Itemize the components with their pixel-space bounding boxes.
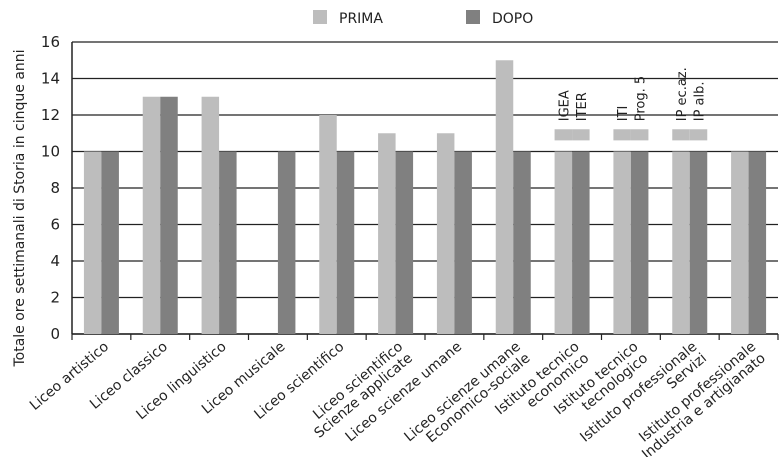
legend-swatch-prima — [313, 10, 327, 24]
bar-prima — [436, 133, 455, 334]
bar-dopo — [748, 151, 767, 334]
sub-bar-marker — [613, 129, 631, 141]
sub-bar-label: Prog. 5 — [634, 76, 649, 121]
sub-bar-label: IP alb. — [693, 81, 708, 121]
bar-prima — [83, 151, 102, 334]
bar-dopo — [277, 151, 296, 334]
bar-dopo — [454, 151, 472, 334]
y-axis-label: Totale ore settimanali di Storia in cinq… — [12, 49, 28, 367]
sub-bar-marker — [554, 129, 573, 141]
y-tick-label: 10 — [41, 143, 60, 161]
bar-prima — [201, 96, 220, 334]
bar-dopo — [336, 151, 355, 334]
y-tick-label: 2 — [50, 289, 60, 307]
y-tick-label: 16 — [41, 33, 60, 51]
bar-dopo — [219, 151, 237, 334]
legend-label-prima: PRIMA — [339, 11, 383, 27]
sub-bar-label: ITER — [575, 92, 590, 121]
bar-dopo — [689, 151, 708, 334]
sub-bar-label: ITI — [616, 106, 631, 122]
bar-dopo — [630, 151, 649, 334]
sub-bar-label: IP ec.az. — [675, 67, 690, 121]
x-category-label-line: Liceo scienze umane — [401, 339, 523, 445]
bar-prima — [554, 151, 573, 334]
bar-dopo — [160, 96, 178, 334]
bar-prima — [495, 60, 514, 334]
sub-bar-marker — [572, 129, 590, 141]
bar-dopo — [395, 151, 414, 334]
y-tick-label: 12 — [41, 106, 60, 124]
bar-prima — [142, 96, 161, 334]
y-tick-label: 0 — [50, 325, 60, 343]
bar-prima — [378, 133, 396, 334]
bar-prima — [731, 151, 749, 334]
bar-prima — [613, 151, 631, 334]
bar-dopo — [101, 151, 119, 334]
bar-prima — [672, 151, 690, 334]
y-tick-label: 6 — [50, 216, 60, 234]
bar-prima — [319, 115, 337, 334]
y-tick-label: 4 — [50, 252, 60, 270]
y-tick-label: 8 — [50, 179, 60, 197]
bar-dopo — [513, 151, 531, 334]
bar-dopo — [572, 151, 590, 334]
sub-bar-marker — [672, 129, 690, 141]
sub-bar-marker — [689, 129, 708, 141]
legend-swatch-dopo — [466, 10, 480, 24]
y-tick-label: 14 — [41, 70, 60, 88]
legend-label-dopo: DOPO — [492, 11, 533, 27]
sub-bar-marker — [630, 129, 649, 141]
sub-bar-label: IGEA — [557, 90, 572, 121]
